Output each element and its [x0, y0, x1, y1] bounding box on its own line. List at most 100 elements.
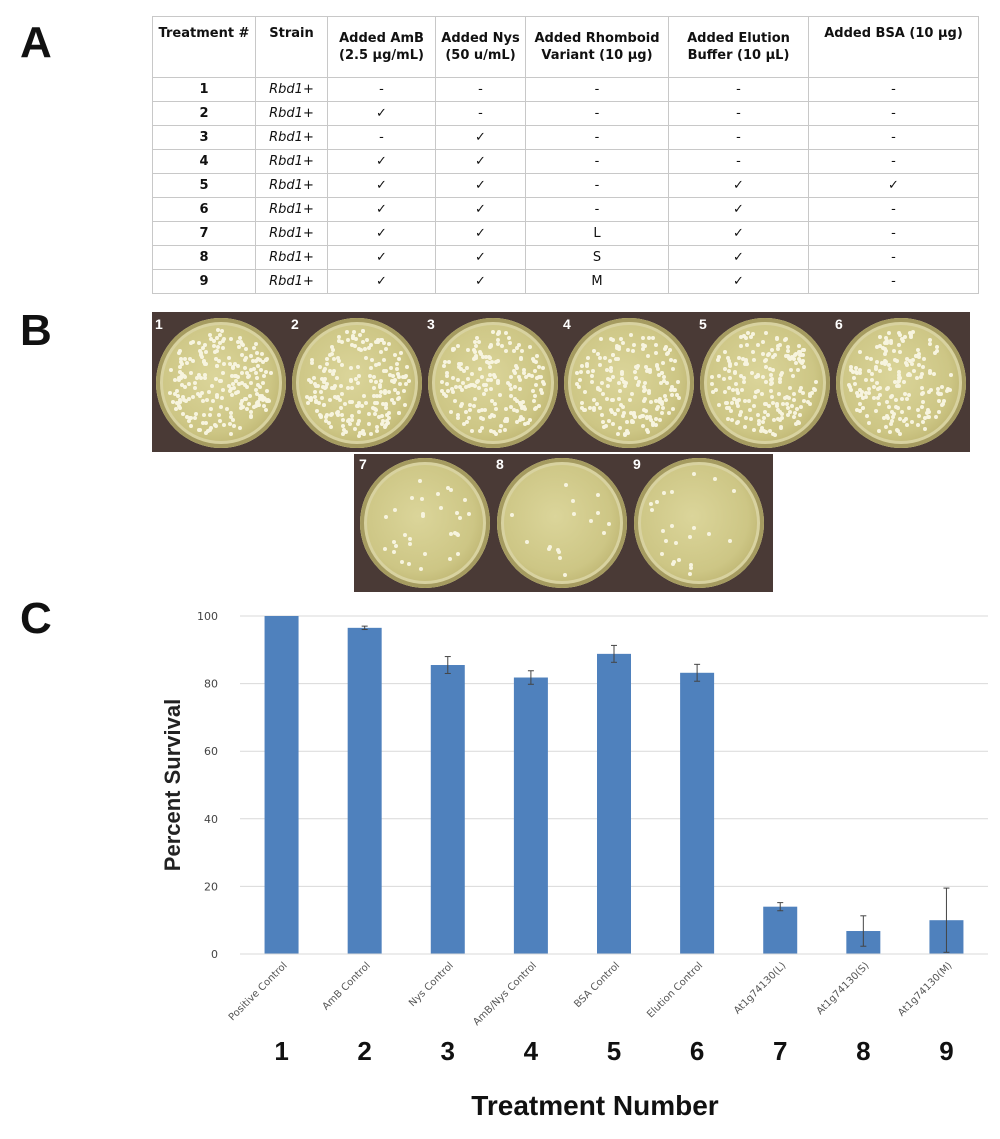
- colony: [520, 416, 525, 421]
- colony: [917, 414, 922, 419]
- colony: [508, 405, 513, 410]
- colony: [330, 371, 335, 376]
- colony: [659, 371, 664, 376]
- colony: [229, 432, 234, 437]
- colony: [888, 421, 893, 426]
- colony: [368, 431, 373, 436]
- colony: [520, 400, 525, 405]
- colony: [881, 345, 886, 350]
- colony: [514, 346, 519, 351]
- table-row: 9 Rbd1+ ✓ ✓ M ✓ -: [152, 269, 979, 294]
- colony: [393, 388, 398, 393]
- colony: [230, 364, 235, 369]
- colony: [231, 381, 236, 386]
- colony: [495, 341, 500, 346]
- colony: [633, 415, 638, 420]
- header-line-2: Buffer (10 µL): [687, 48, 790, 63]
- colony: [622, 410, 627, 415]
- colony: [513, 364, 518, 369]
- colony: [370, 358, 375, 363]
- colony: [333, 383, 338, 388]
- colony: [888, 429, 893, 434]
- colony: [255, 403, 260, 408]
- colony: [667, 348, 672, 353]
- colony: [602, 425, 607, 430]
- colony: [907, 405, 912, 410]
- colony: [254, 388, 259, 393]
- table-cell: -: [525, 125, 669, 150]
- colony: [205, 397, 210, 402]
- colony: [458, 516, 463, 521]
- colony: [318, 413, 323, 418]
- colony: [197, 372, 202, 377]
- colony: [738, 413, 743, 418]
- colony: [484, 354, 489, 359]
- colony: [768, 373, 773, 378]
- colony: [877, 393, 882, 398]
- colony: [503, 407, 508, 412]
- colony: [217, 418, 222, 423]
- table-cell: -: [668, 101, 809, 126]
- colony: [443, 359, 448, 364]
- table-cell: 2: [152, 101, 256, 126]
- colony: [311, 376, 316, 381]
- colony: [747, 408, 752, 413]
- colony: [518, 418, 523, 423]
- colony: [739, 334, 744, 339]
- colony: [663, 345, 668, 350]
- colony: [407, 562, 412, 567]
- colony: [305, 395, 310, 400]
- table-row: 3 Rbd1+ - ✓ - - -: [152, 125, 979, 150]
- colony: [907, 359, 912, 364]
- colony: [226, 384, 231, 389]
- treatment-number-label: 3: [441, 1036, 455, 1066]
- colony: [351, 333, 356, 338]
- colony: [895, 405, 900, 410]
- colony: [188, 370, 193, 375]
- colony: [909, 333, 914, 338]
- colony: [591, 368, 596, 373]
- colony: [589, 519, 594, 524]
- colony: [343, 402, 348, 407]
- colony: [715, 358, 720, 363]
- colony: [321, 403, 326, 408]
- y-axis-label: Percent Survival: [160, 699, 185, 871]
- colony: [664, 538, 669, 543]
- colony: [213, 424, 218, 429]
- colony: [801, 398, 806, 403]
- header-line-1: Strain: [269, 26, 314, 41]
- colony: [762, 416, 767, 421]
- table-cell: -: [525, 149, 669, 174]
- colony: [592, 398, 597, 403]
- colony: [767, 403, 772, 408]
- colony: [466, 415, 471, 420]
- colony: [595, 402, 600, 407]
- colony: [245, 371, 250, 376]
- colony: [858, 370, 863, 375]
- header-line-1: Added Rhomboid: [534, 31, 660, 46]
- table-cell: 9: [152, 269, 256, 294]
- colony: [265, 398, 270, 403]
- colony: [692, 471, 697, 476]
- colony: [871, 385, 876, 390]
- colony: [352, 344, 357, 349]
- colony: [798, 388, 803, 393]
- colony: [615, 407, 620, 412]
- colony: [174, 406, 179, 411]
- table-cell: M: [525, 269, 669, 294]
- colony: [602, 356, 607, 361]
- colony: [651, 423, 656, 428]
- colony: [875, 345, 880, 350]
- colony: [313, 384, 318, 389]
- colony: [660, 551, 665, 556]
- colony: [494, 359, 499, 364]
- colony: [856, 393, 861, 398]
- colony: [633, 376, 638, 381]
- colony: [515, 366, 520, 371]
- category-label: Nys Control: [407, 960, 456, 1009]
- colony: [532, 394, 537, 399]
- table-cell: ✓: [327, 173, 436, 198]
- colony: [785, 405, 790, 410]
- colony: [358, 347, 363, 352]
- colony: [616, 347, 621, 351]
